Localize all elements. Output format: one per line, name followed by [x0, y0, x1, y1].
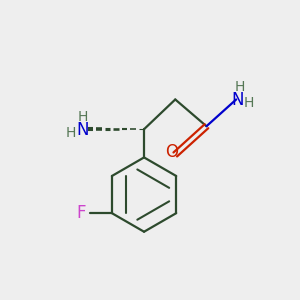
Text: O: O	[165, 143, 178, 161]
Text: H: H	[78, 110, 88, 124]
Text: F: F	[76, 204, 86, 222]
Text: H: H	[65, 126, 76, 140]
Text: N: N	[77, 121, 89, 139]
Text: N: N	[231, 91, 244, 109]
Text: H: H	[235, 80, 245, 94]
Text: H: H	[244, 96, 254, 110]
